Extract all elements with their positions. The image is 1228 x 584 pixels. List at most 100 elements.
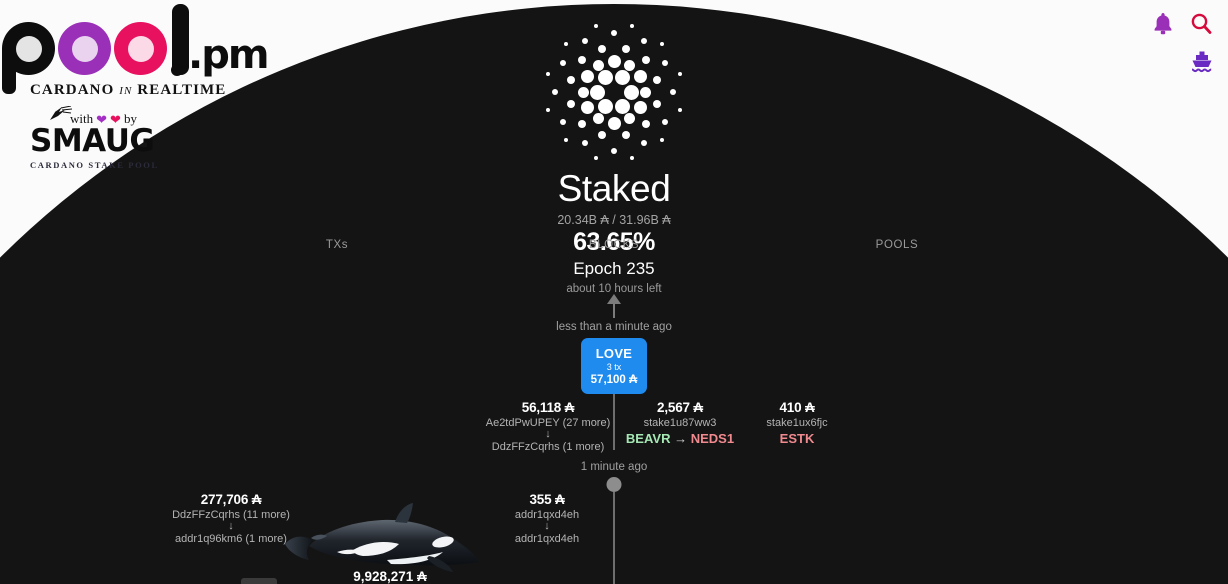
block-card-love[interactable]: LOVE 3 tx 57,100 ₳ [581, 338, 647, 394]
cardano-logo-dot [660, 138, 665, 143]
cardano-logo-dot [677, 72, 682, 77]
cardano-logo-dot [621, 44, 630, 53]
cardano-logo-dot [594, 24, 599, 29]
heart-red-icon: ❤ [110, 111, 121, 127]
tx-from-address: DdzFFzCqrhs (11 more) [172, 509, 290, 521]
logo-ring-2 [58, 22, 111, 75]
cardano-logo-dot [639, 86, 651, 98]
tx-to-address: addr1q96km6 (1 more) [175, 533, 287, 545]
cardano-logo-dot [577, 86, 589, 98]
tx-amount: 2,567 ₳ [657, 400, 703, 415]
staked-amounts: 20.34B ₳ / 31.96B ₳ [557, 213, 671, 227]
tx-amount: 355 ₳ [529, 492, 565, 507]
cardano-logo-dot [598, 69, 613, 85]
cardano-logo-dot [640, 140, 647, 147]
arrow-up-icon [605, 294, 623, 323]
cardano-logo-dot [594, 155, 599, 160]
dragon-icon [50, 106, 73, 120]
cardano-logo-dot [581, 37, 588, 44]
transaction-item[interactable]: 56,118 ₳ Ae2tdPwUPEY (27 more) ↓ DdzFFzC… [486, 400, 611, 453]
smaug-by-text: by [123, 111, 137, 126]
tagline-in: IN [119, 85, 133, 97]
tx-to-address: addr1qxd4eh [514, 533, 580, 545]
pool-from: BEAVR [625, 431, 671, 446]
hero-section: Staked 20.34B ₳ / 31.96B ₳ 63.65% [0, 0, 1228, 257]
tx-direction-arrow: ↓ [228, 520, 234, 532]
cardano-logo-dot [621, 131, 630, 140]
timeline-dot[interactable] [606, 477, 622, 492]
cardano-logo-dot [566, 76, 575, 85]
tx-stake-address: stake1u87ww3 [643, 417, 717, 429]
cardano-logo-dot [598, 131, 607, 140]
epoch-info[interactable]: Epoch 235 about 10 hours left [0, 259, 1228, 295]
staked-percent: 63.65% [573, 228, 655, 256]
cardano-logo-dot [607, 54, 621, 68]
ship-icon[interactable] [1190, 50, 1214, 79]
cardano-logo-dot [546, 107, 551, 112]
cardano-logo-dot [662, 118, 669, 125]
block-pool-name: LOVE [595, 346, 633, 361]
orca-whale-icon[interactable] [283, 502, 499, 574]
brand-logo[interactable]: .pm CARDANO IN REALTIME with ❤ ❤ by SMAU… [0, 0, 270, 170]
pool-to: NEDS1 [690, 431, 735, 446]
tx-amount: 410 ₳ [779, 400, 815, 415]
block-tx-count: 3 tx [606, 362, 622, 372]
cardano-logo-dot [578, 56, 587, 65]
tagline-realtime: REALTIME [137, 82, 227, 98]
partial-block-stub [241, 578, 277, 584]
tx-direction-arrow: ↓ [545, 428, 551, 440]
cardano-logo-dot [641, 56, 650, 65]
cardano-logo-dot [660, 41, 665, 46]
cardano-logo-dot [624, 59, 635, 71]
cardano-logo-dot [629, 155, 634, 160]
cardano-logo-dot [611, 30, 617, 36]
cardano-logo [546, 24, 682, 160]
whale-amount: 9,928,271 ₳ [353, 569, 427, 584]
smaug-wordmark: SMAUG [30, 123, 155, 159]
cardano-logo-dot [559, 118, 566, 125]
cardano-logo-dot [581, 140, 588, 147]
timeline-line-upper [613, 394, 615, 450]
cardano-logo-dot [653, 99, 662, 108]
column-header-pools: POOLS [875, 239, 919, 251]
search-icon[interactable] [1190, 12, 1212, 41]
cardano-logo-dot [653, 76, 662, 85]
logo-p-descender [2, 48, 16, 94]
pool-arrow-icon: → [674, 431, 688, 446]
tagline-cardano: CARDANO [30, 82, 115, 98]
tx-amount: 277,706 ₳ [200, 492, 262, 507]
logo-l-bar [172, 4, 189, 75]
cardano-logo-dot [546, 72, 551, 77]
cardano-logo-dot [593, 59, 604, 71]
smaug-with-text: with [70, 111, 94, 126]
cardano-logo-dot [552, 89, 558, 95]
bell-icon[interactable] [1152, 12, 1174, 41]
column-header-txs: TXs [325, 239, 349, 251]
cardano-logo-dot [593, 113, 604, 125]
brand-tagline: CARDANO IN REALTIME [30, 82, 226, 99]
cardano-logo-dot [580, 101, 594, 114]
cardano-logo-dot [598, 44, 607, 53]
cardano-logo-dot [640, 37, 647, 44]
smaug-credit[interactable]: with ❤ ❤ by SMAUG CARDANO STAKE POOL [30, 106, 170, 170]
cardano-logo-dot [578, 119, 587, 128]
logo-ring-3 [114, 22, 167, 75]
pool-pm-logo[interactable]: .pm CARDANO IN REALTIME [0, 0, 270, 100]
smaug-with-by: with ❤ ❤ by [30, 110, 170, 128]
cardano-logo-dot [607, 116, 621, 130]
cardano-logo-dot [615, 69, 630, 85]
epoch-title: Epoch 235 [573, 259, 655, 278]
transaction-item[interactable]: 277,706 ₳ DdzFFzCqrhs (11 more) ↓ addr1q… [172, 492, 290, 545]
cardano-logo-dot [670, 89, 676, 95]
cardano-logo-dot [563, 138, 568, 143]
transaction-item[interactable]: 355 ₳ addr1qxd4eh ↓ addr1qxd4eh [515, 492, 579, 545]
tx-direction-arrow: ↓ [544, 520, 550, 532]
transaction-item[interactable]: 410 ₳ stake1ux6fjc ESTK [766, 400, 827, 446]
tx-from-address: Ae2tdPwUPEY (27 more) [485, 417, 611, 429]
cardano-logo-dot [677, 107, 682, 112]
transaction-item[interactable]: 2,567 ₳ stake1u87ww3 BEAVR → NEDS1 [626, 400, 734, 446]
timestamp-top: less than a minute ago [556, 321, 672, 333]
smaug-subtitle: CARDANO STAKE POOL [30, 160, 159, 170]
cardano-logo-dot [662, 59, 669, 66]
tx-amount: 56,118 ₳ [521, 400, 575, 415]
